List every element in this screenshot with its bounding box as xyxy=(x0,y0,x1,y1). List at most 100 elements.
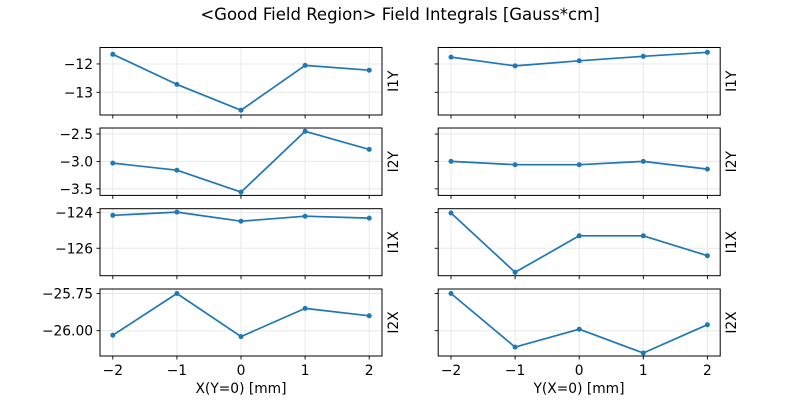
grid xyxy=(438,289,721,356)
data-point xyxy=(448,210,454,216)
x-tick-label: −2 xyxy=(103,363,123,379)
subplot-i2y-left: −2.5 −3.0 −3.5 I2Y xyxy=(59,127,402,199)
axis-ticks xyxy=(434,133,708,199)
data-point xyxy=(174,291,180,296)
row-label: I2X xyxy=(724,311,740,334)
data-point xyxy=(110,160,116,166)
plot-frame xyxy=(437,288,721,357)
axis-ticks xyxy=(96,293,370,360)
data-point xyxy=(448,158,454,164)
row-label: I1X xyxy=(724,231,740,254)
data-point xyxy=(640,233,646,239)
data-point xyxy=(110,212,116,218)
data-point xyxy=(174,81,180,87)
data-point xyxy=(366,67,372,73)
row-label: I1Y xyxy=(386,70,402,92)
data-point xyxy=(704,322,710,328)
plot-frame xyxy=(437,127,721,196)
data-point xyxy=(576,233,582,239)
subplot-i1y-left: −12 −13 I1Y xyxy=(64,47,402,119)
data-point xyxy=(512,162,518,168)
data-point xyxy=(576,326,582,332)
subplot-i2x-left: −25.75 −26.00 −2 −1 0 1 2 I2X xyxy=(42,286,402,379)
subplot-i2x-right: −2 −1 0 1 2 I2X xyxy=(434,288,740,379)
x-axis-label-left: X(Y=0) [mm] xyxy=(195,381,287,397)
data-point xyxy=(302,213,308,219)
data-point xyxy=(302,62,308,68)
data-point xyxy=(366,215,372,221)
subplot-i2y-right: I2Y xyxy=(434,127,740,199)
data-point xyxy=(448,291,454,296)
data-point xyxy=(238,218,244,224)
x-tick-label: 0 xyxy=(575,363,584,379)
data-point xyxy=(576,162,582,168)
data-point xyxy=(174,167,180,173)
data-point xyxy=(640,53,646,59)
x-tick-label: 1 xyxy=(639,363,648,379)
row-label: I1Y xyxy=(724,70,740,92)
data-point xyxy=(704,253,710,259)
subplot-i1x-left: −124 −126 I1X xyxy=(55,206,402,280)
data-point xyxy=(366,313,372,319)
grid xyxy=(438,208,721,276)
grid xyxy=(438,128,721,196)
grid xyxy=(100,128,382,196)
data-point xyxy=(302,128,308,134)
data-point xyxy=(640,158,646,164)
data-point xyxy=(302,305,308,311)
data-point xyxy=(174,209,180,215)
x-tick-label: −2 xyxy=(441,363,461,379)
data-point xyxy=(512,269,518,275)
y-tick-label: −13 xyxy=(64,85,93,101)
data-point xyxy=(238,334,244,340)
data-point xyxy=(110,332,116,338)
y-tick-label: −3.5 xyxy=(59,182,93,198)
x-tick-label: −1 xyxy=(505,363,525,379)
data-point xyxy=(576,58,582,64)
data-point xyxy=(238,189,244,195)
x-tick-label: −1 xyxy=(167,363,187,379)
axis-ticks xyxy=(434,63,708,119)
row-label: I2Y xyxy=(386,150,402,172)
data-point xyxy=(512,63,518,69)
subplot-i1y-right: I1Y xyxy=(434,47,740,119)
grid xyxy=(438,47,721,115)
plot-frame xyxy=(437,208,721,277)
x-tick-label: 2 xyxy=(703,363,712,379)
row-label: I2Y xyxy=(724,150,740,172)
row-label: I1X xyxy=(386,231,402,254)
data-point xyxy=(238,107,244,113)
plot-frame xyxy=(99,208,383,277)
row-label: I2X xyxy=(386,311,402,334)
plot-frame xyxy=(99,127,383,196)
grid xyxy=(100,289,382,356)
subplot-i1x-right: I1X xyxy=(434,208,740,280)
data-point xyxy=(640,350,646,356)
axis-ticks xyxy=(96,212,370,280)
data-point xyxy=(704,166,710,172)
y-tick-label: −12 xyxy=(64,57,93,73)
plot-frame xyxy=(437,47,721,116)
x-tick-label: 2 xyxy=(365,363,374,379)
x-tick-label: 1 xyxy=(301,363,310,379)
plot-frame xyxy=(99,288,383,357)
y-tick-label: −2.5 xyxy=(59,127,93,143)
y-tick-label: −124 xyxy=(55,206,93,222)
x-axis-label-right: Y(X=0) [mm] xyxy=(533,381,625,397)
data-point xyxy=(448,54,454,60)
chart-title: <Good Field Region> Field Integrals [Gau… xyxy=(200,5,600,24)
data-point xyxy=(512,344,518,350)
axis-ticks xyxy=(434,212,708,280)
axis-ticks xyxy=(434,293,708,360)
data-point xyxy=(110,51,116,57)
plot-frame xyxy=(99,47,383,116)
y-tick-label: −26.00 xyxy=(42,324,93,340)
x-tick-label: 0 xyxy=(237,363,246,379)
y-tick-label: −126 xyxy=(55,241,93,257)
axis-ticks xyxy=(96,133,370,199)
data-point xyxy=(366,146,372,152)
y-tick-label: −25.75 xyxy=(42,286,93,302)
data-point xyxy=(704,49,710,55)
